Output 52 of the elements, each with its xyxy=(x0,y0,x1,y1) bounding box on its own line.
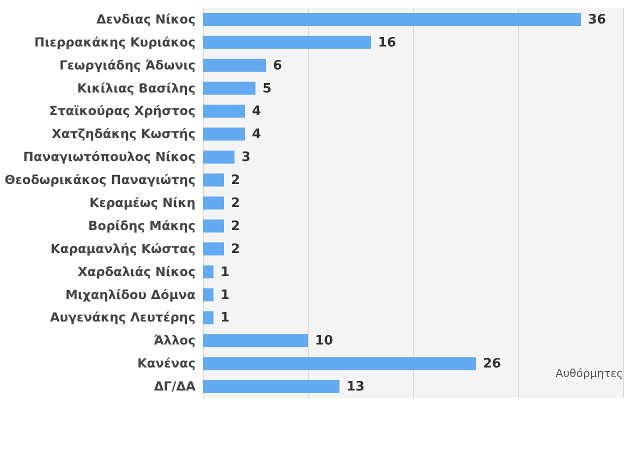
bar xyxy=(203,150,234,164)
bar xyxy=(203,12,581,26)
bar xyxy=(203,242,224,256)
data-label: 1 xyxy=(220,288,230,303)
data-label: 1 xyxy=(220,310,230,326)
y-tick-label: Θεοδωρικάκος Παναγιώτης xyxy=(4,172,196,188)
bar xyxy=(203,196,224,210)
bar xyxy=(203,357,476,370)
y-tick-label: Σταϊκούρας Χρήστος xyxy=(49,103,196,118)
y-tick-label: Κικίλιας Βασίλης xyxy=(77,80,196,96)
data-label: 3 xyxy=(242,150,251,166)
y-tick-label: Κεραμέως Νίκη xyxy=(89,195,196,210)
data-label: 5 xyxy=(262,81,272,96)
bar xyxy=(203,58,266,72)
data-label: 16 xyxy=(378,35,396,50)
y-tick-label: Χατζηδάκης Κωστής xyxy=(52,126,196,142)
y-tick-label: Δενδιας Νίκος xyxy=(96,11,196,26)
data-label: 4 xyxy=(252,127,262,142)
bar xyxy=(203,128,245,141)
y-tick-label: Κανένας xyxy=(137,356,196,371)
bar xyxy=(203,36,371,49)
bar xyxy=(203,265,214,278)
y-tick-label: Καραμανλής Κώστας xyxy=(50,240,196,256)
y-tick-label: Χαρδαλιάς Νίκος xyxy=(78,264,196,279)
bar xyxy=(203,104,245,118)
annotation: Αυθόρμητες xyxy=(556,367,623,380)
y-tick-label: Γεωργιάδης Άδωνις xyxy=(59,57,196,72)
bar xyxy=(203,82,256,95)
data-label: 13 xyxy=(346,380,365,395)
data-label: 2 xyxy=(231,173,240,188)
y-tick-label: Μιχαηλίδου Δόμνα xyxy=(65,286,196,302)
data-label: 2 xyxy=(231,242,240,257)
data-label: 2 xyxy=(231,196,240,211)
data-label: 36 xyxy=(588,12,606,28)
bar xyxy=(203,288,214,302)
data-label: 2 xyxy=(231,218,240,234)
data-label: 1 xyxy=(220,264,230,280)
y-tick-label: Πιερρακάκης Κυριάκος xyxy=(34,34,196,50)
y-tick-label: ΔΓ/ΔΑ xyxy=(154,378,196,394)
y-tick-label: Άλλος xyxy=(154,332,196,348)
data-label: 26 xyxy=(483,356,502,372)
bar xyxy=(203,174,224,187)
bar xyxy=(203,380,340,394)
bar xyxy=(203,219,224,232)
y-tick-label: Παναγιωτόπουλος Νίκος xyxy=(23,149,196,164)
y-tick-label: Αυγενάκης Λευτέρης xyxy=(50,310,196,325)
bar xyxy=(203,311,214,324)
bar xyxy=(203,334,308,348)
y-tick-label: Βορίδης Μάκης xyxy=(88,218,196,233)
data-label: 10 xyxy=(315,334,334,349)
data-label: 4 xyxy=(252,104,262,120)
data-label: 6 xyxy=(273,58,282,74)
